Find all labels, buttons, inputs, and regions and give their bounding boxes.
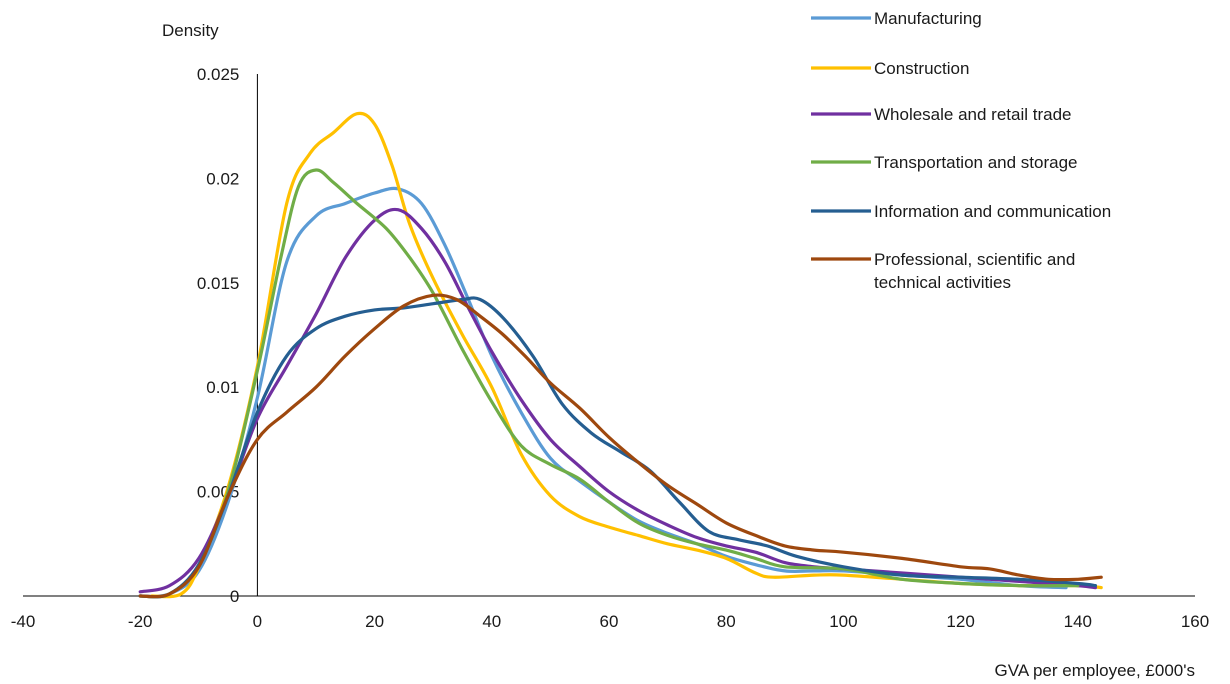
x-tick-label: -20 bbox=[128, 612, 153, 631]
y-tick-label: 0.02 bbox=[206, 169, 239, 188]
x-tick-label: 0 bbox=[253, 612, 262, 631]
y-tick-label: 0.01 bbox=[206, 378, 239, 397]
series-line-information-and-communication bbox=[138, 296, 1097, 599]
legend-label-professional-scientific-and-technical-activities: Professional, scientific and technical ac… bbox=[874, 250, 1075, 292]
x-tick-label: 140 bbox=[1064, 612, 1092, 631]
x-tick-label: 80 bbox=[717, 612, 736, 631]
y-tick-label: 0.015 bbox=[197, 274, 240, 293]
axes bbox=[23, 74, 1195, 597]
y-tick-label: 0 bbox=[230, 587, 239, 606]
legend: Manufacturing Construction Wholesale and r… bbox=[811, 9, 1111, 292]
x-tick-label: 160 bbox=[1181, 612, 1209, 631]
x-tick-label: 120 bbox=[946, 612, 974, 631]
y-tick-label: 0.025 bbox=[197, 65, 240, 84]
series-line-manufacturing bbox=[138, 186, 1068, 599]
series-line-transportation-and-storage bbox=[138, 168, 1080, 599]
legend-label-construction: Construction bbox=[874, 59, 969, 78]
y-axis-label: Density bbox=[162, 21, 219, 40]
x-tick-label: 100 bbox=[829, 612, 857, 631]
x-axis-label: GVA per employee, £000's bbox=[995, 661, 1195, 680]
x-tick-label: -40 bbox=[11, 612, 36, 631]
x-tick-label: 20 bbox=[365, 612, 384, 631]
series-line-construction bbox=[150, 111, 1103, 599]
x-tick-labels: -40 -20 0 20 40 60 80 100 120 140 160 bbox=[11, 612, 1209, 631]
legend-label-wholesale-and-retail-trade: Wholesale and retail trade bbox=[874, 105, 1072, 124]
x-tick-label: 60 bbox=[600, 612, 619, 631]
legend-label-transportation-and-storage: Transportation and storage bbox=[874, 153, 1078, 172]
series-line-professional-scientific-and-technical-activities bbox=[138, 293, 1103, 599]
x-tick-label: 40 bbox=[482, 612, 501, 631]
series-lines bbox=[138, 111, 1103, 599]
legend-label-manufacturing: Manufacturing bbox=[874, 9, 982, 28]
legend-label-information-and-communication: Information and communication bbox=[874, 202, 1111, 221]
